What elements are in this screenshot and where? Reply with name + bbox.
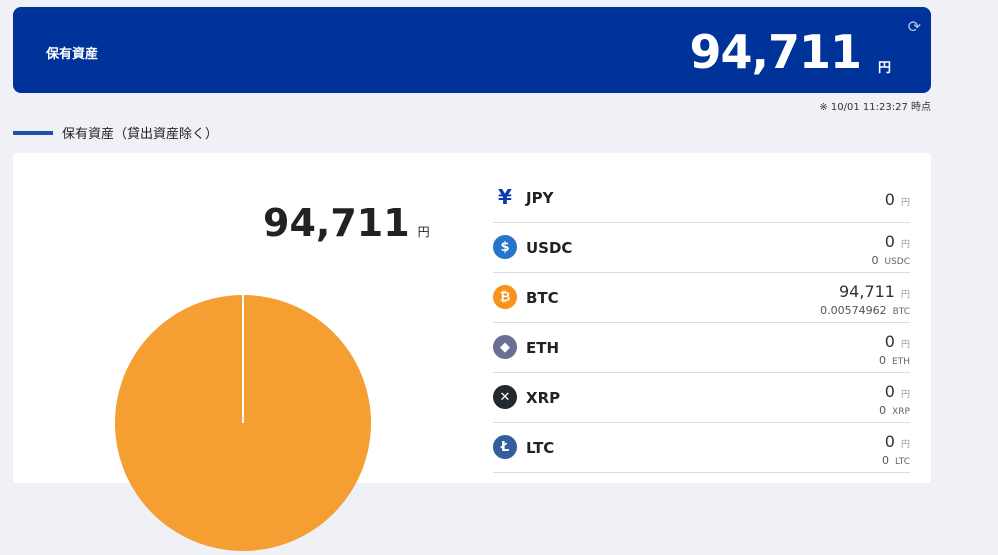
timestamp: ※ 10/01 11:23:27 時点 <box>819 102 931 113</box>
coin-amount: 0 <box>881 454 889 467</box>
bitcoin-icon: ₿ <box>493 285 517 309</box>
asset-amount: 0 ETH <box>879 354 910 367</box>
asset-amount: 0 USDC <box>871 254 910 267</box>
yen-icon: ¥ <box>498 185 512 209</box>
jpy-unit: 円 <box>900 390 910 400</box>
asset-jpy-value: 94,711 円 <box>839 282 910 301</box>
jpy-unit: 円 <box>900 340 910 350</box>
asset-code: XRP <box>526 389 561 407</box>
jpy-amount: 0 <box>884 190 895 209</box>
asset-code: USDC <box>526 239 573 257</box>
coin-unit: BTC <box>892 307 910 317</box>
section-heading: 保有資産（貸出資産除く） <box>13 123 218 142</box>
jpy-unit: 円 <box>900 290 910 300</box>
asset-row-usdc[interactable]: $ USDC 0 円 0 USDC <box>493 223 910 273</box>
summary-unit: 円 <box>417 225 430 239</box>
litecoin-icon: Ł <box>493 435 517 459</box>
asset-amount: 0 XRP <box>879 404 910 417</box>
coin-amount: 0 <box>879 354 887 367</box>
asset-row-eth[interactable]: ◆ ETH 0 円 0 ETH <box>493 323 910 373</box>
coin-amount: 0 <box>871 254 879 267</box>
total-assets-banner: 保有資産 94,711 円 ⟳ <box>13 7 931 93</box>
section-title: 保有資産（貸出資産除く） <box>62 127 219 142</box>
coin-unit: ETH <box>892 357 910 367</box>
asset-code: JPY <box>526 189 554 207</box>
asset-amount: 0.00574962 BTC <box>820 304 910 317</box>
coin-unit: XRP <box>892 407 910 417</box>
asset-code: BTC <box>526 289 559 307</box>
coin-amount: 0 <box>879 404 887 417</box>
asset-row-xrp[interactable]: ✕ XRP 0 円 0 XRP <box>493 373 910 423</box>
section-bar <box>13 130 53 135</box>
jpy-amount: 0 <box>884 382 895 401</box>
jpy-amount: 0 <box>884 232 895 251</box>
ethereum-icon: ◆ <box>493 335 517 359</box>
assets-card: 94,711 円 ¥ JPY 0 円 $ USDC 0 円 0 USDC ₿ BTC 94,7… <box>13 153 931 551</box>
summary-amount: 94,711 <box>263 201 410 245</box>
asset-row-ltc[interactable]: Ł LTC 0 円 0 LTC <box>493 423 910 473</box>
jpy-unit: 円 <box>900 240 910 250</box>
usdc-icon: $ <box>493 235 517 259</box>
asset-code: ETH <box>526 339 560 357</box>
asset-list: ¥ JPY 0 円 $ USDC 0 円 0 USDC ₿ BTC 94,711 円 0.005… <box>493 173 910 473</box>
jpy-unit: 円 <box>900 440 910 450</box>
jpy-amount: 94,711 <box>839 282 895 301</box>
asset-code: LTC <box>526 439 555 457</box>
banner-unit: 円 <box>877 61 891 76</box>
refresh-icon[interactable]: ⟳ <box>907 17 921 36</box>
asset-amount: 0 LTC <box>882 454 910 467</box>
coin-amount: 0.00574962 <box>820 304 887 317</box>
jpy-unit: 円 <box>900 198 910 208</box>
jpy-amount: 0 <box>884 432 895 451</box>
coin-unit: USDC <box>884 257 910 267</box>
xrp-icon: ✕ <box>493 385 517 409</box>
asset-pie-chart <box>115 295 371 551</box>
summary-total: 94,711 円 <box>263 201 430 245</box>
banner-label: 保有資産 <box>46 47 99 62</box>
coin-unit: LTC <box>894 457 910 467</box>
asset-row-btc[interactable]: ₿ BTC 94,711 円 0.00574962 BTC <box>493 273 910 323</box>
banner-total: 94,711 <box>689 25 862 79</box>
jpy-amount: 0 <box>884 332 895 351</box>
